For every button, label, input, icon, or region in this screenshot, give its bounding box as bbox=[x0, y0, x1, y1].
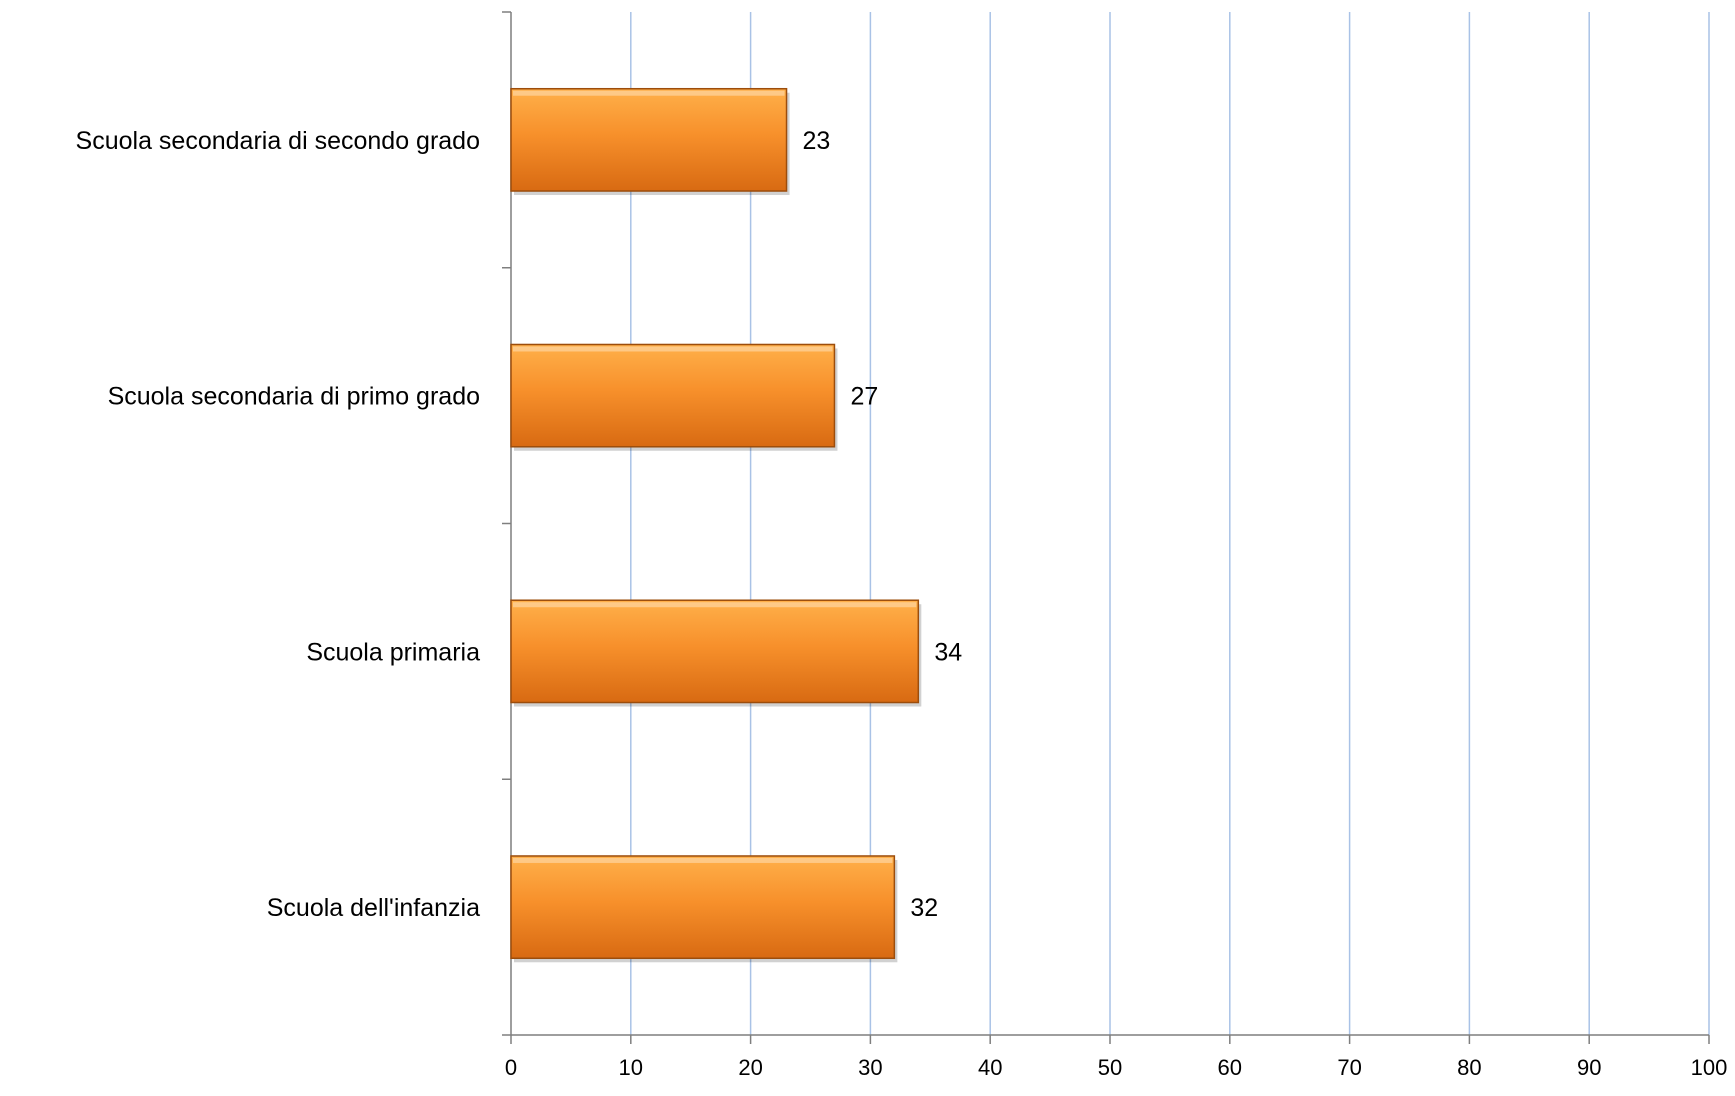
bar-highlight bbox=[513, 90, 785, 96]
data-label: 32 bbox=[910, 894, 938, 922]
x-tick-label: 70 bbox=[1337, 1055, 1361, 1080]
data-label: 27 bbox=[850, 383, 878, 411]
bar bbox=[510, 855, 896, 960]
x-tick-label: 40 bbox=[978, 1055, 1002, 1080]
category-label: Scuola secondaria di primo grado bbox=[108, 383, 480, 411]
bar bbox=[510, 599, 920, 704]
bar bbox=[510, 343, 836, 448]
x-tick-label: 60 bbox=[1218, 1055, 1242, 1080]
x-tick-label: 50 bbox=[1098, 1055, 1122, 1080]
x-tick-label: 80 bbox=[1457, 1055, 1481, 1080]
bar bbox=[510, 87, 788, 192]
x-tick-label: 10 bbox=[619, 1055, 643, 1080]
x-tick-label: 100 bbox=[1691, 1055, 1728, 1080]
data-label: 23 bbox=[803, 127, 831, 155]
category-label: Scuola primaria bbox=[306, 638, 480, 666]
data-label: 34 bbox=[934, 638, 962, 666]
category-label: Scuola secondaria di secondo grado bbox=[76, 127, 480, 155]
bar-highlight bbox=[513, 857, 893, 863]
x-tick-label: 90 bbox=[1577, 1055, 1601, 1080]
bars bbox=[510, 87, 922, 963]
bar-highlight bbox=[513, 346, 833, 352]
labels: 0 10 20 30 40 50 60 70 80 90 100 Scuola secondaria … bbox=[76, 127, 1728, 1080]
x-tick-label: 30 bbox=[858, 1055, 882, 1080]
x-tick-label: 20 bbox=[738, 1055, 762, 1080]
category-label: Scuola dell'infanzia bbox=[267, 894, 480, 922]
x-tick-label: 0 bbox=[505, 1055, 517, 1080]
bar-highlight bbox=[513, 602, 917, 608]
